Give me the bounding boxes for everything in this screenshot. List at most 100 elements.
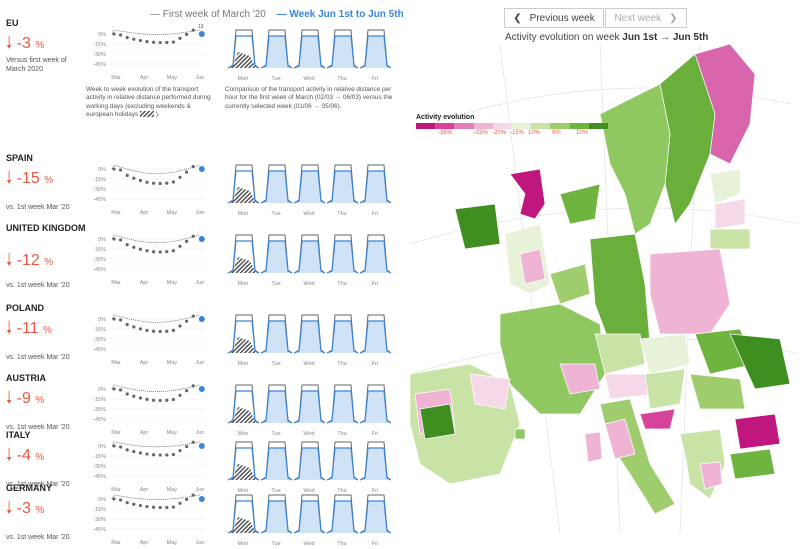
reference-curve xyxy=(227,314,260,354)
y-tick-label: -30% xyxy=(93,517,106,523)
month-label: Apr xyxy=(140,280,149,286)
weekly-point xyxy=(158,329,162,334)
weekly-point xyxy=(125,448,129,452)
color-swatch xyxy=(435,123,455,129)
current-curve xyxy=(227,320,260,354)
current-curve xyxy=(293,500,326,534)
current-curve xyxy=(359,390,391,424)
weekly-point xyxy=(119,318,123,322)
day-label: Fri xyxy=(372,431,378,437)
day-label: Thu xyxy=(337,541,346,547)
weekly-point xyxy=(132,449,136,454)
hourly-description: Comparison of the transport activity in … xyxy=(225,86,393,110)
change-value: 🠓 -12 % xyxy=(6,250,54,269)
day-label: Wed xyxy=(303,76,314,82)
weekly-point xyxy=(158,181,162,186)
day-label: Mon xyxy=(238,431,249,437)
weekly-point xyxy=(191,314,195,318)
weekly-point xyxy=(132,37,136,41)
reference-curve xyxy=(227,29,260,69)
next-week-button[interactable]: Next week ❯ xyxy=(605,8,687,28)
activity-legend-ticks: -35% -25% -20% -15% 10% 0% 10% xyxy=(416,129,608,138)
weekly-point xyxy=(125,173,129,178)
month-label: Mar xyxy=(111,487,121,493)
reference-curve xyxy=(326,314,359,354)
current-curve xyxy=(359,35,391,69)
country-name: ITALY xyxy=(6,430,31,440)
weekly-point xyxy=(125,322,129,327)
reference-curve xyxy=(359,441,391,481)
reference-curve xyxy=(359,494,391,534)
color-swatch xyxy=(473,123,493,129)
weekly-point xyxy=(119,388,123,392)
weekly-point xyxy=(132,176,136,180)
weekly-point xyxy=(132,325,136,329)
weekly-point xyxy=(145,249,149,253)
y-tick-label: 0% xyxy=(98,237,106,243)
weekly-point xyxy=(165,40,169,45)
current-curve xyxy=(359,447,391,481)
color-swatch xyxy=(569,123,589,129)
current-curve xyxy=(293,35,326,69)
weekly-point xyxy=(185,32,189,36)
day-label: Mon xyxy=(238,541,249,547)
reference-curve xyxy=(260,164,293,204)
hourly-chart: Mon Tue Wed Thu Fri xyxy=(227,234,391,287)
current-curve xyxy=(227,240,260,274)
weekly-point xyxy=(152,40,156,44)
weekly-point xyxy=(145,504,149,509)
y-tick-label: 0% xyxy=(98,387,106,393)
day-label: Wed xyxy=(303,541,314,547)
weekly-point xyxy=(145,397,149,401)
month-label: May xyxy=(167,487,178,493)
reference-line xyxy=(111,29,200,35)
day-label: Mon xyxy=(238,281,249,287)
day-label: Thu xyxy=(337,281,346,287)
y-tick-label: -15% xyxy=(93,454,106,460)
reference-curve xyxy=(293,314,326,354)
day-label: Wed xyxy=(303,281,314,287)
y-tick-label: 0% xyxy=(98,497,106,503)
legend-tick: -20% xyxy=(492,130,507,136)
current-curve xyxy=(260,240,293,274)
current-point xyxy=(198,316,205,322)
day-label: Fri xyxy=(372,281,378,287)
day-label: Wed xyxy=(303,488,314,494)
current-curve xyxy=(293,170,326,204)
holiday-area xyxy=(228,52,259,68)
arrow-down-icon: 🠓 xyxy=(6,33,13,52)
y-tick-label: 0% xyxy=(98,317,106,323)
reference-curve xyxy=(293,494,326,534)
legend-tick: 10% xyxy=(576,130,589,136)
y-tick-label: -45% xyxy=(93,197,106,203)
weekly-point xyxy=(158,40,162,45)
reference-curve xyxy=(359,314,391,354)
weekly-chart: 0% -15% -30% -45% Mar Apr May Jun xyxy=(93,384,205,436)
current-point xyxy=(198,443,205,449)
current-point xyxy=(198,236,205,242)
month-label: May xyxy=(167,210,178,216)
arrow-down-icon: 🠓 xyxy=(6,445,13,464)
y-tick-label: 0% xyxy=(98,444,106,450)
current-curve xyxy=(359,320,391,354)
weekly-point xyxy=(158,453,162,457)
weekly-point xyxy=(171,328,175,332)
reference-line xyxy=(111,164,200,175)
europe-map[interactable] xyxy=(410,44,800,533)
legend-tick: 10% xyxy=(528,130,541,136)
previous-week-button[interactable]: ❮ Previous week xyxy=(504,8,604,28)
weekly-point xyxy=(132,245,136,249)
month-label: Apr xyxy=(140,360,149,366)
color-swatch xyxy=(454,123,474,129)
legend-tick: -35% xyxy=(438,130,453,136)
current-curve xyxy=(359,170,391,204)
weekly-point xyxy=(171,249,175,253)
hourly-chart: Mon Tue Wed Thu Fri xyxy=(227,29,391,82)
reference-curve xyxy=(293,441,326,481)
hourly-chart: Mon Tue Wed Thu Fri xyxy=(227,494,391,547)
legend-tick: -25% xyxy=(474,130,489,136)
weekly-point xyxy=(191,440,195,444)
y-tick-label: -15% xyxy=(93,397,106,403)
current-point xyxy=(198,31,205,37)
month-label: May xyxy=(167,75,178,81)
